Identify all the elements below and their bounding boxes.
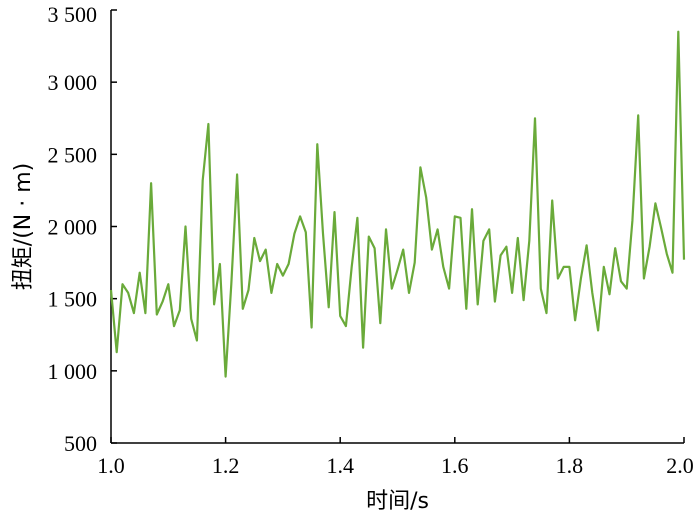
y-tick-label: 500 [64,431,97,456]
y-tick-label: 2 000 [48,215,98,240]
y-tick-label: 3 500 [48,2,98,27]
x-tick-label: 1.8 [556,453,584,478]
x-tick-label: 1.4 [326,453,354,478]
x-axis-title: 时间/s [366,489,429,514]
x-tick-label: 2.0 [666,453,694,478]
x-tick-label: 1.6 [441,453,469,478]
y-tick-label: 3 000 [48,70,98,95]
y-tick-label: 1 500 [48,287,98,312]
series-layer [109,30,686,378]
x-tick-label: 1.0 [97,453,125,478]
y-axis-title: 扭矩/(N · m) [11,163,36,290]
x-tick-label: 1.2 [212,453,240,478]
torque-series-line [109,30,686,378]
y-tick-label: 1 000 [48,359,98,384]
x-axis-ticks: 1.0 1.2 1.4 1.6 1.8 2.0 [97,437,694,478]
y-axis-ticks: 500 1 000 1 500 2 000 2 500 3 000 3 500 [48,2,117,456]
y-tick-label: 2 500 [48,142,98,167]
